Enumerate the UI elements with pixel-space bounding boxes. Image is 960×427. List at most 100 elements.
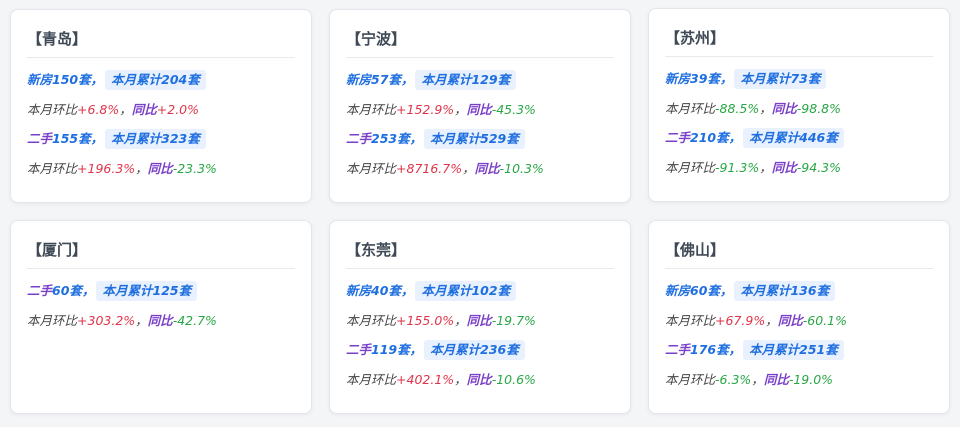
change-line: 本月环比+8716.7%，同比-10.3% (346, 158, 544, 188)
comma: ， (751, 371, 764, 387)
mom-value: +402.1% (396, 371, 455, 387)
type-label: 新房 (346, 283, 372, 298)
mom-value: +8716.7% (396, 160, 463, 176)
mom-label: 本月环比 (346, 312, 397, 328)
yoy-label: 同比 (147, 312, 173, 328)
cumulative-badge: 本月累计129套 (415, 70, 517, 90)
comma: ， (119, 101, 132, 117)
city-title: 【东莞】 (346, 241, 407, 259)
divider (27, 268, 295, 269)
type-label: 二手 (27, 131, 53, 146)
change-line: 本月环比+402.1%，同比-10.6% (346, 369, 536, 399)
type-label: 新房 (27, 72, 53, 87)
sales-line: 新房150套， 本月累计204套 (27, 69, 217, 99)
cumulative-label: 本月累计 (740, 283, 791, 298)
change-line: 本月环比-91.3%，同比-94.3% (665, 157, 844, 187)
city-stats: 新房57套， 本月累计129套 本月环比+152.9%，同比-45.3% 二手253套… (346, 69, 544, 187)
yoy-value: +2.0% (156, 101, 200, 117)
comma: ， (719, 71, 733, 86)
divider (665, 56, 933, 57)
unit-label: 套 (397, 131, 410, 146)
city-card: 【东莞】 新房40套， 本月累计102套 本月环比+155.0%，同比-19.7% 二手… (329, 220, 631, 414)
comma: ， (400, 283, 414, 298)
count-value: 150 (52, 72, 79, 87)
count-value: 60 (690, 283, 708, 298)
cumulative-badge: 本月累计251套 (743, 340, 844, 360)
mom-label: 本月环比 (665, 312, 716, 328)
cumulative-value: 529 (480, 131, 507, 146)
cumulative-label: 本月累计 (421, 72, 472, 87)
yoy-label: 同比 (466, 371, 492, 387)
unit-label: 套 (69, 283, 82, 298)
change-line: 本月环比+6.8%，同比+2.0% (27, 99, 217, 129)
count-value: 60 (52, 283, 70, 298)
cumulative-badge: 本月累计136套 (734, 281, 836, 301)
change-line: 本月环比+303.2%，同比-42.7% (27, 310, 217, 340)
unit-label: 套 (825, 130, 838, 145)
cumulative-value: 125 (152, 283, 179, 298)
yoy-value: -19.7% (491, 312, 536, 328)
cumulative-label: 本月累计 (430, 342, 481, 357)
cumulative-badge: 本月累计204套 (105, 70, 206, 90)
sales-line: 二手253套， 本月累计529套 (346, 128, 544, 158)
mom-label: 本月环比 (27, 312, 78, 328)
city-card: 【青岛】 新房150套， 本月累计204套 本月环比+6.8%，同比+2.0% 二手15… (10, 9, 312, 203)
unit-label: 套 (78, 131, 91, 146)
cumulative-badge: 本月累计102套 (415, 281, 517, 301)
unit-label: 套 (807, 71, 821, 86)
unit-label: 套 (388, 283, 401, 298)
city-stats: 新房60套， 本月累计136套 本月环比+67.9%，同比-60.1% 二手176套，… (665, 280, 847, 398)
mom-label: 本月环比 (665, 371, 716, 387)
change-line: 本月环比+67.9%，同比-60.1% (665, 310, 847, 340)
yoy-label: 同比 (763, 371, 789, 387)
change-line: 本月环比-6.3%，同比-19.0% (665, 369, 847, 399)
yoy-label: 同比 (777, 312, 803, 328)
yoy-value: -23.3% (172, 160, 217, 176)
city-title: 【宁波】 (346, 30, 407, 48)
comma: ， (728, 130, 742, 145)
city-stats: 二手60套， 本月累计125套 本月环比+303.2%，同比-42.7% (27, 280, 217, 339)
sales-line: 二手60套， 本月累计125套 (27, 280, 217, 310)
mom-value: -6.3% (715, 371, 752, 387)
divider (346, 268, 614, 269)
comma: ， (765, 312, 778, 328)
city-card: 【苏州】 新房39套， 本月累计73套 本月环比-88.5%，同比-98.8% 二手21… (648, 8, 950, 202)
cumulative-label: 本月累计 (421, 283, 472, 298)
yoy-value: -19.0% (788, 371, 834, 387)
cumulative-value: 323 (161, 131, 188, 146)
comma: ， (409, 131, 423, 146)
unit-label: 套 (716, 342, 729, 357)
unit-label: 套 (506, 342, 519, 357)
yoy-value: -10.6% (491, 371, 536, 387)
change-line: 本月环比-88.5%，同比-98.8% (665, 98, 844, 128)
mom-label: 本月环比 (346, 101, 397, 117)
count-value: 176 (690, 342, 717, 357)
divider (665, 268, 933, 269)
yoy-label: 同比 (466, 312, 492, 328)
count-value: 39 (690, 71, 708, 86)
mom-value: -91.3% (715, 159, 760, 175)
comma: ， (728, 342, 742, 357)
yoy-label: 同比 (771, 159, 797, 175)
cumulative-label: 本月累计 (749, 342, 800, 357)
comma: ， (90, 131, 104, 146)
type-label: 二手 (346, 131, 372, 146)
cumulative-label: 本月累计 (111, 131, 162, 146)
sales-line: 新房60套， 本月累计136套 (665, 280, 847, 310)
type-label: 二手 (665, 130, 691, 145)
comma: ， (81, 283, 95, 298)
count-value: 40 (371, 283, 389, 298)
city-card: 【佛山】 新房60套， 本月累计136套 本月环比+67.9%，同比-60.1% 二手1… (648, 220, 950, 414)
city-title: 【佛山】 (665, 241, 726, 259)
unit-label: 套 (497, 283, 511, 298)
comma: ， (135, 160, 148, 176)
unit-label: 套 (707, 283, 720, 298)
cumulative-badge: 本月累计236套 (424, 340, 525, 360)
unit-label: 套 (397, 342, 410, 357)
city-stats: 新房40套， 本月累计102套 本月环比+155.0%，同比-19.7% 二手119套… (346, 280, 536, 398)
sales-line: 新房40套， 本月累计102套 (346, 280, 536, 310)
divider (346, 57, 614, 58)
mom-label: 本月环比 (27, 160, 78, 176)
yoy-value: -94.3% (796, 159, 842, 175)
cumulative-value: 204 (161, 72, 188, 87)
